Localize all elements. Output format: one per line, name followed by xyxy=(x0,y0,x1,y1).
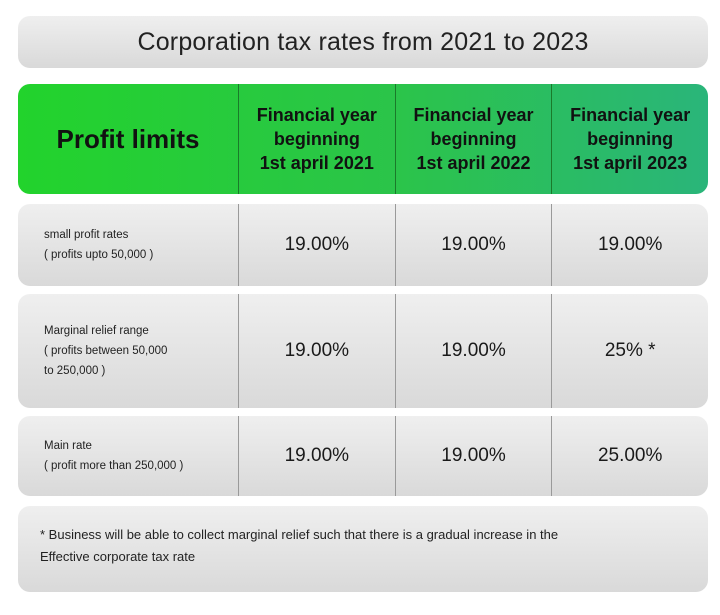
row-label-line: ( profits between 50,000 xyxy=(44,345,168,357)
rate-value: 25.00% xyxy=(551,416,708,496)
header-line: Financial year xyxy=(413,105,534,125)
header-fy-2021: Financial year beginning 1st april 2021 xyxy=(238,84,395,194)
rate-value: 19.00% xyxy=(238,294,395,408)
header-fy-2022: Financial year beginning 1st april 2022 xyxy=(394,84,552,194)
row-label: small profit rates ( profits upto 50,000… xyxy=(18,204,238,286)
footnote-line: Effective corporate tax rate xyxy=(40,549,196,564)
footnote-line: * Business will be able to collect margi… xyxy=(40,527,559,542)
row-label-line: to 250,000 ) xyxy=(44,365,106,377)
header-line: beginning xyxy=(430,129,517,149)
rate-value: 19.00% xyxy=(238,204,395,286)
header-profit-limits: Profit limits xyxy=(56,123,200,154)
footnote-panel: * Business will be able to collect margi… xyxy=(18,506,708,592)
header-line: beginning xyxy=(587,129,674,149)
header-line: 1st april 2023 xyxy=(573,153,688,173)
rate-value: 19.00% xyxy=(394,294,552,408)
header-line: Financial year xyxy=(570,105,691,125)
row-label: Marginal relief range ( profits between … xyxy=(18,294,238,408)
header-line: 1st april 2021 xyxy=(259,153,374,173)
row-label-line: small profit rates xyxy=(44,229,129,241)
header-line: beginning xyxy=(273,129,360,149)
table-header: Profit limits Financial year beginning 1… xyxy=(18,84,708,194)
rate-value: 19.00% xyxy=(238,416,395,496)
header-fy-2023: Financial year beginning 1st april 2023 xyxy=(551,84,708,194)
row-label-line: Marginal relief range xyxy=(44,325,149,337)
header-line: Financial year xyxy=(256,105,377,125)
row-label: Main rate ( profit more than 250,000 ) xyxy=(18,416,238,496)
row-label-line: Main rate xyxy=(44,440,92,452)
title-bar: Corporation tax rates from 2021 to 2023 xyxy=(18,16,708,68)
table-row-main-rate: Main rate ( profit more than 250,000 ) 1… xyxy=(18,416,708,496)
row-label-line: ( profits upto 50,000 ) xyxy=(44,249,154,261)
row-label-line: ( profit more than 250,000 ) xyxy=(44,460,184,472)
page-title: Corporation tax rates from 2021 to 2023 xyxy=(137,27,589,56)
rate-value: 25% * xyxy=(551,294,708,408)
rate-value: 19.00% xyxy=(394,204,552,286)
header-line: 1st april 2022 xyxy=(416,153,531,173)
rate-value: 19.00% xyxy=(394,416,552,496)
table-row-marginal-relief: Marginal relief range ( profits between … xyxy=(18,294,708,408)
rate-value: 19.00% xyxy=(551,204,708,286)
table-row-small-profit: small profit rates ( profits upto 50,000… xyxy=(18,204,708,286)
